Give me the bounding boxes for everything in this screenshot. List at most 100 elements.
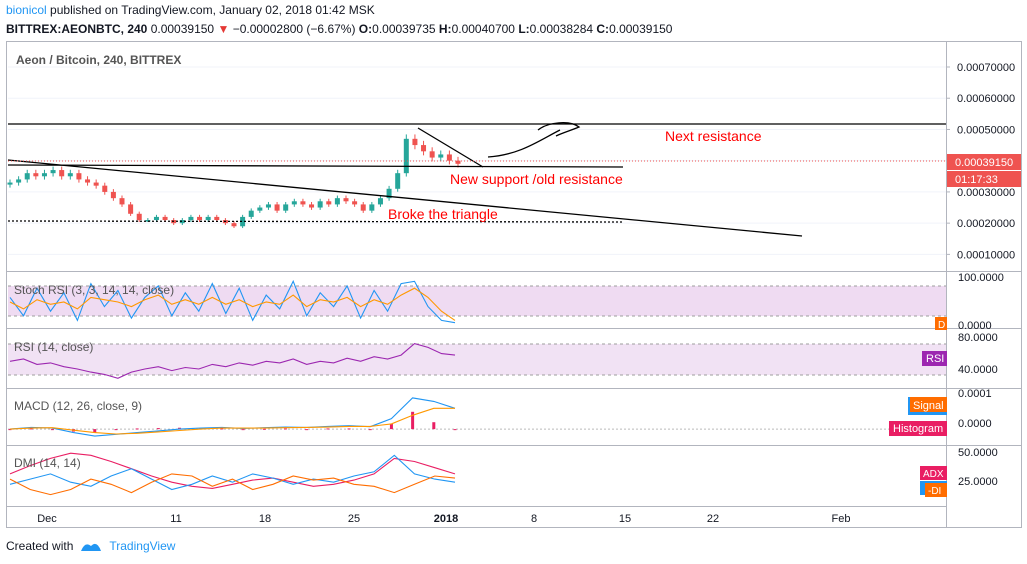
footer: Created with TradingView: [6, 539, 175, 553]
dmi-title: DMI (14, 14): [14, 456, 81, 470]
candle-body: [395, 173, 401, 189]
macd-hist-bar: [114, 429, 118, 431]
candle-body: [93, 182, 99, 186]
candle-body: [291, 201, 297, 205]
candle-body: [265, 204, 271, 208]
candle-body: [67, 173, 73, 177]
macd-hist-bar: [432, 422, 436, 430]
rsi-badge-text: RSI: [926, 353, 944, 365]
candle-body: [179, 220, 185, 224]
chart-frame[interactable]: [6, 41, 1022, 528]
macd-lines: [8, 397, 946, 437]
candle-body: [50, 170, 56, 174]
rsi-title: RSI (14, close): [14, 340, 93, 354]
dmi-tick-50: 50.0000: [958, 447, 998, 459]
open-label: O:: [358, 22, 373, 36]
annotation-next-resistance: Next resistance: [665, 128, 762, 144]
macd-hist-bar: [135, 428, 139, 430]
rsi-tick-80: 80.0000: [958, 332, 998, 344]
price-tick-label: 0.00030000: [957, 187, 1015, 199]
published-text: published on TradingView.com, January 02…: [50, 3, 375, 17]
candle-body: [188, 216, 194, 221]
candle-body: [41, 173, 47, 177]
macd-hist-bar: [326, 428, 330, 430]
macd-hist-bar: [453, 429, 457, 431]
macd-tick-high: 0.0001: [958, 388, 992, 400]
last-price-badge-text: 0.00039150: [955, 157, 1013, 169]
stoch-tick-100: 100.0000: [958, 272, 1004, 284]
candle-body: [429, 151, 435, 158]
down-arrow-icon: ▼: [217, 22, 230, 36]
macd-hist-bar: [389, 423, 393, 430]
macd-hist-bar: [29, 428, 33, 430]
close-value: 0.00039150: [609, 22, 673, 36]
candle-body: [257, 207, 263, 211]
candle-body: [153, 216, 159, 221]
candle-body: [240, 216, 246, 227]
candle-body: [128, 204, 134, 214]
candle-body: [283, 204, 289, 211]
high-label: H:: [438, 22, 452, 36]
time-tick-label: 22: [707, 513, 719, 525]
macd-hist-bar: [347, 428, 351, 430]
time-axis: Dec 11 18 25 2018 8 15 22 Feb: [37, 513, 850, 525]
dmi-lines: [9, 452, 456, 496]
rsi-badge: [922, 351, 947, 366]
arrowhead-icon: [537, 122, 581, 137]
candle-body: [145, 220, 151, 222]
price-tick-label: 0.00060000: [957, 93, 1015, 105]
annotations: Next resistance New support /old resista…: [388, 128, 762, 222]
author-link[interactable]: bionicol: [6, 3, 47, 17]
candle-body: [352, 201, 358, 205]
annotation-broke-triangle: Broke the triangle: [388, 206, 498, 222]
support-line: [7, 164, 624, 168]
triangle-upper-line: [417, 127, 484, 168]
triangle-lower-line: [7, 159, 803, 237]
candle-body: [248, 210, 254, 217]
signal-badge-text: Signal: [913, 400, 944, 412]
last-price: 0.00039150: [150, 22, 215, 36]
candle-body: [85, 179, 91, 183]
macd-hist-bar: [262, 428, 266, 430]
candle-body: [369, 204, 375, 211]
symbol-line: BITTREX:AEONBTC, 240 0.00039150 ▼ −0.000…: [6, 22, 672, 36]
candle-body: [326, 201, 332, 205]
dmi-tick-25: 25.0000: [958, 476, 998, 488]
candle-body: [24, 173, 30, 180]
candle-body: [300, 201, 306, 205]
price-tick-label: 0.00050000: [957, 124, 1015, 136]
annotation-new-support: New support /old resistance: [450, 171, 623, 187]
tradingview-link[interactable]: TradingView: [109, 539, 176, 553]
close-label: C:: [596, 22, 610, 36]
time-tick-label: 18: [259, 513, 271, 525]
time-tick-label: 11: [170, 513, 181, 525]
candle-body: [455, 160, 461, 164]
macd-hist-bar: [156, 428, 160, 430]
price-grid: [8, 66, 946, 255]
high-value: 0.00040700: [451, 22, 515, 36]
adx-line: [9, 452, 456, 489]
candle-body: [446, 154, 452, 161]
change-value: −0.00002800 (−6.67%): [232, 22, 356, 36]
low-value: 0.00038284: [529, 22, 594, 36]
candle-body: [343, 198, 349, 202]
candle-body: [377, 198, 383, 205]
candle-body: [274, 204, 280, 211]
candle-body: [205, 216, 211, 221]
candle-body: [438, 154, 444, 158]
tradingview-logo-icon: [81, 543, 102, 551]
time-tick-label: Feb: [832, 513, 851, 525]
candle-body: [76, 173, 82, 180]
time-tick-label: 8: [531, 513, 537, 525]
time-tick-label: 25: [348, 513, 360, 525]
low-label: L:: [518, 22, 530, 36]
rsi-band: [8, 344, 946, 375]
candle-body: [7, 182, 13, 185]
macd-hist-bar: [220, 428, 224, 430]
countdown-badge-text: 01:17:33: [955, 174, 998, 186]
macd-hist-bar: [8, 429, 12, 431]
stoch-band: [8, 286, 946, 316]
candle-body: [360, 204, 366, 211]
macd-hist-bar: [93, 429, 97, 433]
